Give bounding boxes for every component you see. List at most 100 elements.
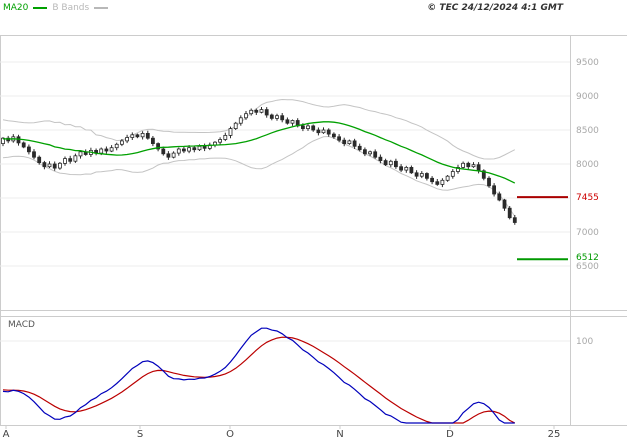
candlestick <box>264 109 269 116</box>
candlestick <box>269 114 274 119</box>
macd-line <box>2 327 515 424</box>
candlestick <box>244 113 248 119</box>
candlestick <box>187 147 192 152</box>
candlestick <box>440 179 445 185</box>
candlestick <box>181 148 186 152</box>
candlestick <box>311 125 316 131</box>
legend-ma20-swatch <box>33 7 48 9</box>
y-axis-tick-label: 8000 <box>576 160 599 170</box>
candlestick <box>233 122 238 129</box>
candlestick <box>161 148 166 155</box>
candlestick <box>404 166 409 171</box>
candlestick <box>21 142 26 148</box>
candlestick <box>109 147 114 152</box>
candlestick <box>63 158 67 164</box>
candlestick <box>238 117 243 124</box>
candlestick <box>409 166 414 174</box>
candlestick <box>497 193 502 201</box>
candlestick <box>450 171 455 177</box>
macd-tick-label: 100 <box>576 337 593 347</box>
candlestick <box>368 151 373 155</box>
candlestick <box>399 166 404 171</box>
x-axis-label: A <box>3 429 10 440</box>
bollinger-upper-band <box>2 98 516 160</box>
candlestick <box>471 164 476 168</box>
candlestick <box>58 162 62 169</box>
candlestick <box>285 119 290 124</box>
x-axis-label: 25 <box>548 429 561 440</box>
x-axis-label: N <box>336 429 343 440</box>
candlestick <box>120 140 124 145</box>
copyright-text: © TEC 24/12/2024 4:1 GMT <box>427 3 563 13</box>
x-axis-label: D <box>446 429 454 440</box>
x-axis-label: S <box>137 429 143 440</box>
candlestick <box>228 128 233 136</box>
y-axis-tick-label: 9500 <box>576 58 599 68</box>
candlestick <box>140 132 145 138</box>
candlestick <box>352 140 357 147</box>
candlestick <box>125 137 129 142</box>
candlestick <box>218 139 223 143</box>
y-axis-tick-label: 8500 <box>576 126 599 136</box>
candlestick <box>259 109 264 113</box>
candlestick <box>512 217 517 223</box>
candlestick <box>393 160 398 168</box>
candlestick <box>321 129 326 134</box>
candlestick <box>254 109 259 113</box>
candlestick <box>461 162 466 168</box>
candlestick <box>145 132 150 139</box>
candlestick <box>166 153 171 158</box>
candlestick <box>456 166 460 172</box>
candlestick <box>466 162 471 168</box>
candlestick <box>342 139 347 144</box>
candlestick <box>300 125 305 130</box>
candlestick <box>316 129 321 134</box>
candlestick <box>502 199 507 209</box>
candlestick <box>32 151 36 158</box>
candlestick <box>414 172 419 177</box>
candlestick <box>347 140 352 144</box>
candlestick <box>249 109 254 115</box>
candlestick <box>280 115 285 121</box>
candlestick <box>424 173 429 179</box>
legend-bbands-swatch <box>94 7 109 9</box>
chart-legend: MA20 B Bands <box>3 2 109 14</box>
x-axis-label: O <box>226 429 234 440</box>
candlestick <box>445 175 450 181</box>
candlestick <box>419 173 424 177</box>
candlestick <box>435 181 440 185</box>
candlestick <box>47 163 52 168</box>
macd-panel-label: MACD <box>8 320 35 330</box>
candlestick <box>290 120 295 124</box>
candlestick <box>362 149 367 155</box>
candlestick <box>52 163 57 169</box>
bollinger-lower-band <box>2 135 516 217</box>
candlestick <box>373 151 378 158</box>
candlestick <box>331 133 336 138</box>
y-axis-tick-label: 9000 <box>576 92 599 102</box>
ma20-line <box>2 121 516 184</box>
candlestick <box>481 170 486 179</box>
y-axis-tick-label: 7000 <box>576 228 599 238</box>
candlestick <box>135 134 140 138</box>
candlestick <box>476 164 481 172</box>
candlestick <box>156 143 161 150</box>
candlestick <box>223 134 228 140</box>
candlestick <box>275 115 279 119</box>
candlestick <box>150 137 155 144</box>
legend-ma20-label: MA20 <box>3 3 29 13</box>
candlestick <box>388 160 393 166</box>
candlestick <box>68 158 73 162</box>
candlestick <box>78 151 83 157</box>
candlestick <box>26 146 31 153</box>
y-axis-tick-label: 6500 <box>576 262 599 272</box>
candlestick <box>326 129 331 135</box>
candlestick <box>492 185 497 195</box>
candlestick <box>130 134 135 138</box>
candlestick <box>73 155 78 162</box>
candlestick <box>114 143 119 149</box>
candlestick <box>192 147 197 151</box>
candlestick <box>99 148 104 154</box>
